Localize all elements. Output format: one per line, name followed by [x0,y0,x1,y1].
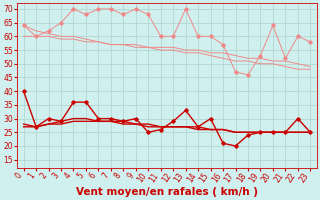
X-axis label: Vent moyen/en rafales ( km/h ): Vent moyen/en rafales ( km/h ) [76,187,258,197]
